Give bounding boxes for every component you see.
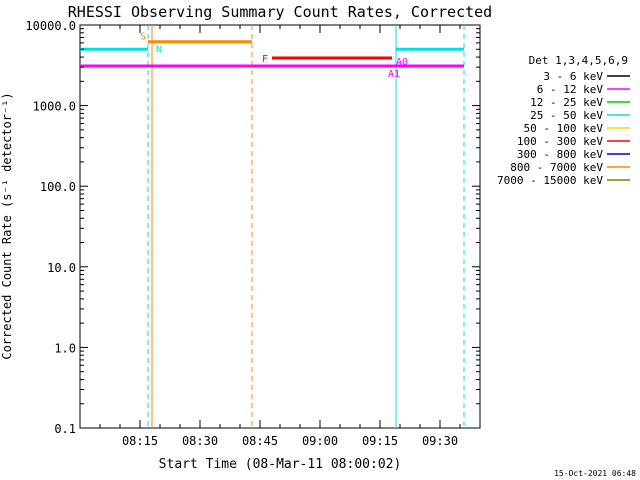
legend-label: 100 - 300 keV (517, 135, 603, 148)
legend-title: Det 1,3,4,5,6,9 (529, 54, 628, 67)
y-tick-label: 0.1 (54, 422, 76, 436)
flag-label: S (140, 32, 146, 43)
flag-label: A0 (396, 57, 408, 68)
x-tick-label: 08:15 (122, 434, 158, 448)
legend-label: 50 - 100 keV (524, 122, 604, 135)
legend-label: 6 - 12 keV (537, 83, 604, 96)
plot-area (79, 24, 481, 429)
flag-label: A1 (388, 69, 400, 80)
legend-label: 800 - 7000 keV (510, 161, 603, 174)
y-axis-label: Corrected Count Rate (s⁻¹ detector⁻¹) (0, 92, 14, 359)
axes-layer: 0.1 1.0 10.0 100.0 1000.0 10000.0 08:15 08:30 08… (25, 19, 480, 448)
legend-label: 25 - 50 keV (530, 109, 603, 122)
x-axis-label: Start Time (08-Mar-11 08:00:02) (159, 457, 402, 472)
x-tick-label: 09:15 (362, 434, 398, 448)
x-tick-label: 09:00 (302, 434, 338, 448)
flag-label: F (262, 54, 268, 65)
x-tick-label: 08:30 (182, 434, 218, 448)
legend-label: 7000 - 15000 keV (497, 174, 603, 187)
x-tick-label: 09:30 (422, 434, 458, 448)
y-tick-label: 10.0 (47, 261, 76, 275)
y-tick-label: 10000.0 (25, 19, 76, 33)
x-tick-label: 08:45 (242, 434, 278, 448)
flag-label: N (156, 44, 162, 55)
y-tick-label: 1000.0 (33, 100, 76, 114)
legend-label: 12 - 25 keV (530, 96, 603, 109)
markers-layer (147, 25, 465, 428)
y-tick-label: 1.0 (54, 341, 76, 355)
chart-title: RHESSI Observing Summary Count Rates, Co… (68, 3, 492, 21)
legend-label: 3 - 6 keV (543, 70, 603, 83)
y-tick-label: 100.0 (40, 180, 76, 194)
legend-label: 300 - 800 keV (517, 148, 603, 161)
footer-timestamp: 15-Oct-2021 06:48 (554, 469, 636, 478)
